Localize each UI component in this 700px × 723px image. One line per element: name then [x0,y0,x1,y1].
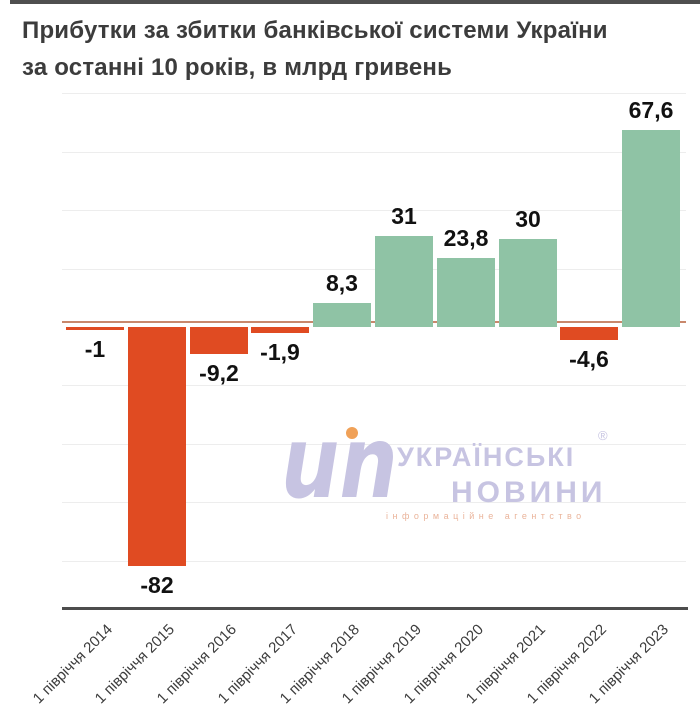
bar-value-label: 8,3 [326,270,358,296]
zero-gridline [62,321,686,323]
top-strip [10,0,700,4]
bar-2022 [560,327,618,340]
bar-value-label: -1 [84,336,106,362]
bar-2015 [128,327,186,566]
gridline [62,444,686,445]
bar-2016 [190,327,248,354]
gridline [62,502,686,503]
bar-2014 [66,327,124,330]
bar-2017 [251,327,309,333]
bar-value-label: 67,6 [628,97,674,123]
bar-value-label: 23,8 [443,225,489,251]
gridline [62,561,686,562]
bar-2020 [437,258,495,327]
bar-value-label: -82 [140,572,174,598]
bar-value-label: -9,2 [199,360,239,386]
bar-2021 [499,239,557,327]
bar-2023 [622,130,680,327]
gridline [62,269,686,270]
gridline [62,210,686,211]
gridline [62,93,686,94]
chart-title: Прибутки за збитки банківської системи У… [22,12,682,86]
chart-title-line2: за останні 10 років, в млрд гривень [22,54,453,81]
bar-value-label: -1,9 [260,339,300,365]
bar-value-label: -4,6 [569,346,609,372]
bar-value-label: 31 [391,203,417,229]
bar-2018 [313,303,371,327]
x-axis-line [62,607,688,610]
gridline [62,385,686,386]
chart-title-line1: Прибутки за збитки банківської системи У… [22,17,608,44]
bar-value-label: 30 [515,206,541,232]
bar-2019 [375,236,433,327]
gridline [62,152,686,153]
